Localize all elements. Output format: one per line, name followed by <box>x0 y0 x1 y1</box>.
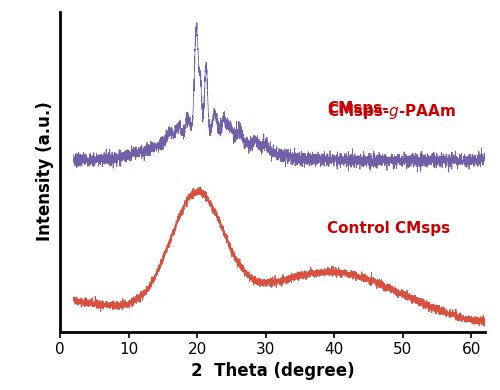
Y-axis label: Intensity (a.u.): Intensity (a.u.) <box>36 102 54 241</box>
Text: CMsps-$\it{g}$-PAAm: CMsps-$\it{g}$-PAAm <box>328 102 456 121</box>
Text: CMsps-: CMsps- <box>328 101 389 116</box>
X-axis label: 2  Theta (degree): 2 Theta (degree) <box>190 362 354 381</box>
Text: Control CMsps: Control CMsps <box>328 221 450 236</box>
